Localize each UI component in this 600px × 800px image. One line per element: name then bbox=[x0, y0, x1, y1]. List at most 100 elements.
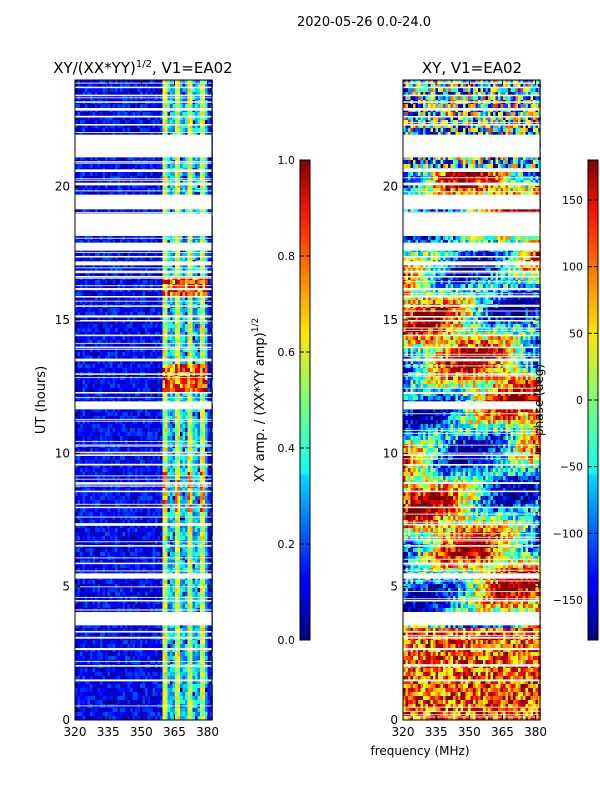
heatmap-cell bbox=[207, 384, 211, 389]
heatmap-cell bbox=[202, 312, 206, 317]
heatmap-cell bbox=[90, 392, 93, 397]
heatmap-cell bbox=[95, 184, 98, 189]
heatmap-cell bbox=[187, 120, 191, 125]
heatmap-cell bbox=[150, 292, 153, 297]
heatmap-cell bbox=[150, 440, 153, 445]
heatmap-cell bbox=[165, 324, 168, 329]
heatmap-cell bbox=[125, 176, 128, 181]
heatmap-cell bbox=[115, 112, 118, 117]
heatmap-cell bbox=[172, 84, 176, 89]
heatmap-cell bbox=[195, 104, 198, 109]
heatmap-cell bbox=[172, 340, 176, 345]
heatmap-cell bbox=[90, 308, 93, 313]
heatmap-cell bbox=[75, 284, 78, 289]
heatmap-cell bbox=[80, 392, 83, 397]
heatmap-cell bbox=[187, 328, 191, 333]
heatmap-cell bbox=[140, 412, 143, 417]
heatmap-cell bbox=[190, 324, 193, 329]
heatmap-cell bbox=[195, 332, 198, 337]
heatmap-cell bbox=[95, 116, 98, 121]
heatmap-cell bbox=[207, 320, 211, 325]
heatmap-cell bbox=[135, 348, 138, 353]
heatmap-cell bbox=[100, 104, 103, 109]
heatmap-cell bbox=[112, 384, 116, 389]
heatmap-cell bbox=[210, 392, 213, 397]
heatmap-cell bbox=[120, 180, 123, 185]
heatmap-cell bbox=[130, 392, 133, 397]
heatmap-cell bbox=[95, 388, 98, 393]
heatmap-cell bbox=[150, 192, 153, 197]
heatmap-cell bbox=[170, 344, 173, 349]
heatmap-cell bbox=[122, 324, 126, 329]
heatmap-cell bbox=[147, 188, 151, 193]
heatmap-cell bbox=[135, 300, 138, 305]
heatmap-cell bbox=[117, 112, 121, 117]
heatmap-cell bbox=[197, 420, 201, 425]
heatmap-cell bbox=[187, 252, 191, 257]
heatmap-cell bbox=[187, 240, 191, 245]
heatmap-cell bbox=[112, 120, 116, 125]
heatmap-cell bbox=[155, 396, 158, 401]
heatmap-cell bbox=[135, 292, 138, 297]
heatmap-cell bbox=[205, 132, 208, 137]
heatmap-cell bbox=[117, 460, 121, 465]
heatmap-cell bbox=[185, 424, 188, 429]
heatmap-cell bbox=[87, 292, 91, 297]
heatmap-cell bbox=[160, 416, 163, 421]
heatmap-cell bbox=[157, 388, 161, 393]
heatmap-cell bbox=[107, 92, 111, 97]
heatmap-cell bbox=[125, 356, 128, 361]
heatmap-cell bbox=[115, 376, 118, 381]
heatmap-cell bbox=[167, 356, 171, 361]
heatmap-cell bbox=[135, 448, 138, 453]
heatmap-cell bbox=[115, 124, 118, 129]
heatmap-cell bbox=[115, 308, 118, 313]
heatmap-cell bbox=[175, 268, 178, 273]
heatmap-cell bbox=[187, 192, 191, 197]
heatmap-cell bbox=[77, 316, 81, 321]
heatmap-cell bbox=[160, 176, 163, 181]
heatmap-cell bbox=[127, 416, 131, 421]
heatmap-cell bbox=[182, 436, 186, 441]
heatmap-cell bbox=[180, 432, 183, 437]
heatmap-cell bbox=[205, 300, 208, 305]
heatmap-cell bbox=[157, 328, 161, 333]
heatmap-cell bbox=[75, 180, 78, 185]
heatmap-cell bbox=[205, 332, 208, 337]
heatmap-cell bbox=[207, 312, 211, 317]
heatmap-cell bbox=[97, 128, 101, 133]
heatmap-cell bbox=[102, 180, 106, 185]
heatmap-cell bbox=[85, 396, 88, 401]
heatmap-cell bbox=[147, 340, 151, 345]
heatmap-cell bbox=[112, 324, 116, 329]
heatmap-cell bbox=[107, 192, 111, 197]
heatmap-cell bbox=[85, 160, 88, 165]
heatmap-cell bbox=[105, 324, 108, 329]
heatmap-cell bbox=[125, 332, 128, 337]
heatmap-cell bbox=[157, 364, 161, 369]
heatmap-cell bbox=[210, 116, 213, 121]
heatmap-cell bbox=[152, 156, 156, 161]
heatmap-cell bbox=[195, 292, 198, 297]
heatmap-cell bbox=[157, 292, 161, 297]
heatmap-cell bbox=[87, 184, 91, 189]
heatmap-cell bbox=[107, 180, 111, 185]
heatmap-cell bbox=[185, 264, 188, 269]
heatmap-cell bbox=[125, 352, 128, 357]
heatmap-cell bbox=[132, 340, 136, 345]
heatmap-cell bbox=[137, 436, 141, 441]
heatmap-cell bbox=[82, 340, 86, 345]
heatmap-cell bbox=[110, 128, 113, 133]
heatmap-cell bbox=[132, 184, 136, 189]
heatmap-cell bbox=[105, 456, 108, 461]
heatmap-cell bbox=[85, 436, 88, 441]
heatmap-cell bbox=[97, 176, 101, 181]
heatmap-cell bbox=[207, 432, 211, 437]
heatmap-cell bbox=[177, 156, 181, 161]
heatmap-cell bbox=[117, 368, 121, 373]
heatmap-cell bbox=[102, 172, 106, 177]
heatmap-cell bbox=[160, 440, 163, 445]
heatmap-cell bbox=[122, 172, 126, 177]
heatmap-cell bbox=[172, 80, 176, 85]
heatmap-cell bbox=[162, 316, 166, 321]
